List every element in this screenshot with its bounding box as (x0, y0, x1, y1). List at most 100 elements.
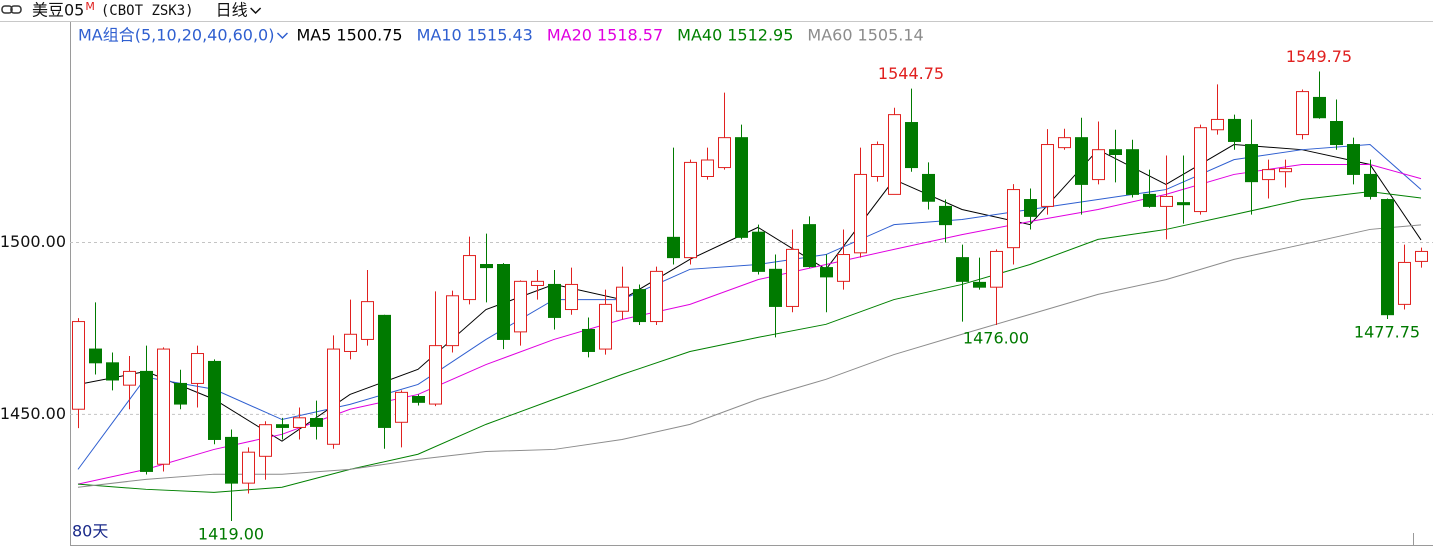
candle-body-up (72, 321, 85, 410)
day-count: 80天 (72, 522, 108, 541)
candle-body-down (582, 328, 595, 352)
legend-value: 1512.95 (727, 26, 793, 45)
candle-body-up (1194, 127, 1207, 213)
candle-body-up (327, 348, 340, 445)
candle-body-up (1279, 168, 1292, 173)
candle-body-down (769, 268, 782, 307)
candle-body-down (1126, 149, 1139, 195)
ma-group-selector[interactable]: MA组合(5,10,20,40,60,0) (78, 26, 274, 45)
candle-body-up (1262, 169, 1275, 181)
candle-body-up (344, 333, 357, 352)
candle-body-up (565, 283, 578, 311)
candle-body-up (599, 303, 612, 350)
candle-body-up (361, 301, 374, 340)
candle-body-down (735, 137, 748, 238)
candle-body-up (191, 353, 204, 384)
candle-body-up (1058, 137, 1071, 149)
candle-body-down (1364, 173, 1377, 197)
candle-body-down (310, 418, 323, 427)
candle-body-down (1347, 144, 1360, 175)
period-selector[interactable]: 日线 (216, 1, 248, 20)
y-tick-label: 1450.00 (0, 404, 66, 423)
candle-body-up (446, 295, 459, 347)
link-icon (1, 5, 22, 14)
legend: MA5 1500.75 MA10 1515.43 MA20 1518.57 MA40 1512… (296, 26, 923, 45)
high-label: 1549.75 (1286, 47, 1352, 66)
candle-body-up (395, 391, 408, 423)
candle-body-up (1160, 195, 1173, 207)
instrument-name: 美豆05 (32, 1, 84, 20)
candle-body-up (871, 144, 884, 177)
candle-body-down (1330, 121, 1343, 146)
grid: 1450.00 1500.00 (0, 232, 1433, 423)
candle-body-down (208, 360, 221, 440)
candle-body-down (939, 205, 952, 226)
candle-body-up (1398, 261, 1411, 305)
candle-body-down (1177, 202, 1190, 206)
candle-body-down (667, 236, 680, 259)
candle-body-down (378, 314, 391, 428)
candle-body-up (463, 255, 476, 301)
candle-body-up (1007, 189, 1020, 249)
legend-value: 1518.57 (597, 26, 663, 45)
candle-body-down (973, 281, 986, 288)
candle-body-up (1092, 149, 1105, 181)
candle-body-down (174, 382, 187, 405)
candle-body-up (1296, 91, 1309, 136)
candle-body-up (293, 417, 306, 428)
candle-body-down (89, 348, 102, 364)
candle-body-up (531, 280, 544, 286)
labels: 1544.75 1549.75 1419.00 1476.00 1477.75 (198, 47, 1420, 543)
candle-body-up (701, 159, 714, 177)
candle-body-down (276, 424, 289, 428)
candle-body-up (514, 280, 527, 333)
candle-body-up (157, 348, 170, 465)
instrument-code: (CBOT ZSK3) (101, 3, 194, 19)
candle-body-down (1313, 96, 1326, 119)
legend-name: MA40 (677, 26, 722, 45)
candle-body-up (718, 137, 731, 169)
legend-name: MA60 (807, 26, 852, 45)
candle-body-down (548, 283, 561, 318)
candle-body-down (480, 264, 493, 269)
legend-name: MA20 (547, 26, 592, 45)
legend-value: 1505.14 (858, 26, 924, 45)
high-label: 1544.75 (878, 64, 944, 83)
candle-body-down (956, 257, 969, 282)
low-label: 1476.00 (963, 329, 1029, 348)
candles (72, 71, 1428, 521)
candle-body-down (803, 224, 816, 268)
candle-body-down (1245, 144, 1258, 183)
candle-body-up (837, 254, 850, 282)
candle-body-down (1024, 199, 1037, 217)
candle-body-down (412, 396, 425, 403)
candle-body-down (1143, 193, 1156, 207)
candle-body-down (905, 122, 918, 169)
candle-body-down (140, 370, 153, 472)
candle-body-up (1041, 144, 1054, 207)
candle-body-up (123, 370, 136, 386)
ma-chevron[interactable] (276, 32, 288, 40)
candle-body-down (1381, 199, 1394, 316)
candle-body-down (497, 264, 510, 340)
candle-body-up (1211, 118, 1224, 131)
candle-body-up (854, 173, 867, 254)
candle-body-up (684, 161, 697, 259)
candle-body-up (242, 451, 255, 484)
candle-body-up (616, 286, 629, 312)
candle-body-up (259, 424, 272, 457)
legend-value: 1515.43 (467, 26, 533, 45)
candle-body-down (1228, 118, 1241, 142)
y-tick-label: 1500.00 (0, 232, 66, 251)
candle-body-down (1109, 149, 1122, 155)
ma-line (77, 191, 1422, 493)
legend-value: 1500.75 (336, 26, 402, 45)
candle-body-down (633, 289, 646, 323)
period-chevron[interactable] (250, 7, 262, 15)
legend-name: MA10 (417, 26, 462, 45)
candle-body-up (1415, 250, 1428, 262)
candle-body-down (752, 231, 765, 272)
candle-body-up (786, 248, 799, 307)
